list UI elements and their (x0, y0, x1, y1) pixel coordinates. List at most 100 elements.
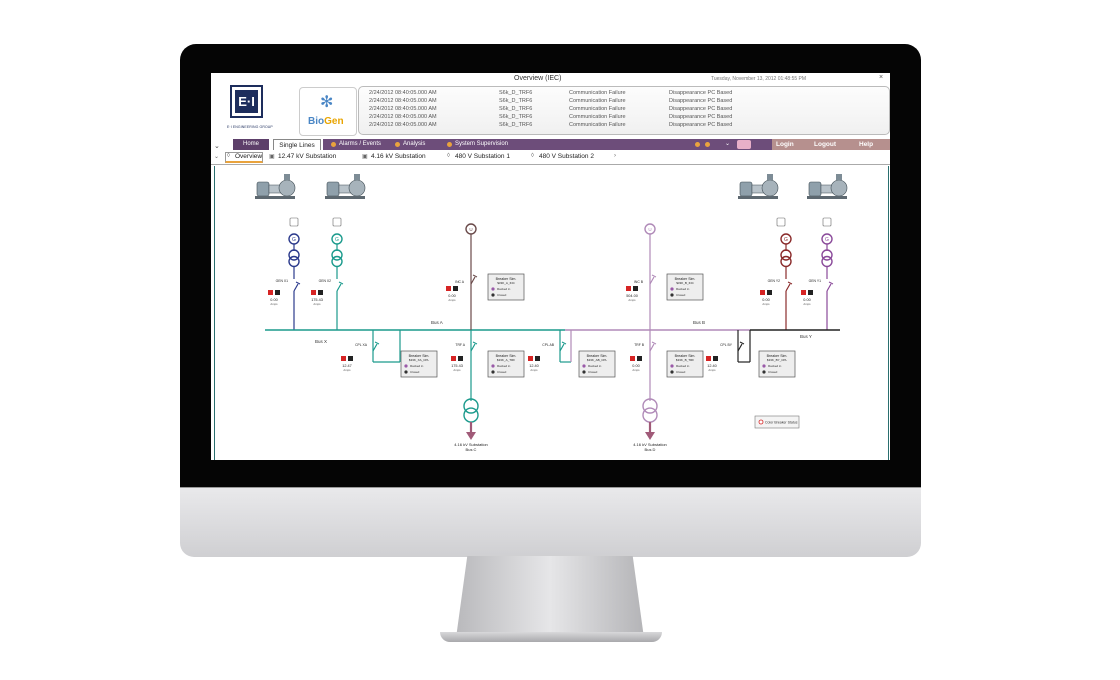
cpl-ab-label: CPL AB (542, 343, 554, 347)
gen-x2-black-indicator (318, 290, 323, 295)
gen-x1-transformer-secondary (288, 255, 300, 268)
help-link[interactable]: Help (859, 141, 874, 148)
breaker-sim-cpl-ab-title: Breaker Sim. (587, 354, 608, 358)
pump-x1-outlet (284, 174, 290, 180)
pump-y1-outlet (836, 174, 842, 180)
dropdown-chevron-icon[interactable]: ⌄ (725, 139, 731, 150)
alarm-source: S6k_D_TRF6 (499, 98, 533, 104)
subtab-480v-2[interactable]: 480 V Substation 2 (539, 153, 594, 160)
gen-y2-status[interactable] (776, 217, 786, 227)
pump-x1-housing (278, 179, 296, 197)
inc-a-breaker-tick (472, 274, 478, 278)
gen-x2-transformer (331, 249, 343, 261)
cpl-by-black-indicator (713, 356, 718, 361)
breaker-sim-trf-b-title: Breaker Sim. (675, 354, 696, 358)
breaker-sim-cpl-ab-closed: Closed (588, 370, 598, 374)
breaker-sim-cpl-ab-racked: Racked in (588, 364, 602, 368)
breaker-sim-inc-b-racked: Racked in (676, 287, 690, 291)
tab-single-lines[interactable]: Single Lines (273, 139, 321, 150)
alarms-dot-icon (331, 142, 336, 147)
trf-a-sub-name: 4.16 kV Substation (454, 442, 488, 447)
gen-y1-status[interactable] (822, 217, 832, 227)
breaker-sim-trf-a-title: Breaker Sim. (496, 354, 517, 358)
breaker-sim-inc-b-id: $33K_B_INC (676, 281, 694, 285)
subtab-480v-1[interactable]: 480 V Substation 1 (455, 153, 510, 160)
cpl-xa-breaker-tick (374, 341, 380, 345)
alarm-desc: Disappearance PC Based (669, 114, 733, 120)
breaker-sim-cpl-ab-id: $33K_AB_CPL (587, 358, 608, 362)
tab-alarms-events[interactable]: Alarms / Events (339, 141, 382, 147)
biogen-bio: Bio (308, 116, 325, 127)
breaker-sim-inc-b-closed: Closed (676, 293, 686, 297)
monitor-foot (440, 632, 662, 642)
gen-y2-transformer-secondary (780, 255, 792, 268)
cpl-by-unit: Amps (708, 368, 716, 372)
breaker-sim-cpl-xa[interactable] (400, 350, 438, 378)
breaker-sim-inc-b-racked-dot (670, 287, 674, 291)
inc-a-value: 0.00 (448, 294, 455, 298)
gen-x1-transformer (288, 249, 300, 261)
inc-a-breaker (470, 276, 476, 285)
gen-y1-breaker (826, 283, 832, 292)
gen-y1-breaker-tick (828, 281, 834, 285)
system-dot-icon (447, 142, 452, 147)
alarm-time: 2/24/2012 08:40:05.000 AM (369, 90, 437, 96)
alarm-banner[interactable]: 2/24/2012 08:40:05.000 AM S6k_D_TRF6 Commu… (358, 86, 890, 135)
tab-analysis[interactable]: Analysis (403, 141, 426, 147)
gen-x1-red-indicator (268, 290, 273, 295)
alarm-desc: Disappearance PC Based (669, 106, 733, 112)
gen-x2-status[interactable] (332, 217, 342, 227)
subbar-chevron-icon[interactable]: ⌄ (214, 154, 220, 160)
breaker-sim-cpl-xa-id: $33K_XA_CPL (409, 358, 430, 362)
breaker-sim-cpl-by-closed: Closed (768, 370, 778, 374)
substation-4-icon: ◊ (531, 153, 534, 159)
window-datetime: Tuesday, November 13, 2012 01:48:55 PM (711, 76, 807, 82)
logout-link[interactable]: Logout (814, 141, 837, 148)
gen-y2-transformer (780, 249, 792, 261)
substation-3-icon: ◊ (447, 153, 450, 159)
pump-x1-base (255, 196, 295, 199)
alarm-source: S6k_D_TRF6 (499, 90, 533, 96)
collapse-chevron-icon[interactable]: ⌄ (214, 143, 220, 150)
tab-system-supervision[interactable]: System Supervision (455, 141, 509, 147)
cpl-ab-breaker (559, 343, 565, 352)
gen-y1-red-indicator (801, 290, 806, 295)
breaker-sim-inc-a-closed-dot (491, 293, 495, 297)
gen-x1-value: 0.00 (270, 298, 277, 302)
alarm-desc: Disappearance PC Based (669, 122, 733, 128)
gen-x1-status[interactable] (289, 217, 299, 227)
inc-a-black-indicator (453, 286, 458, 291)
subtab-4kv[interactable]: 4.16 kV Substation (371, 153, 426, 160)
legend-button[interactable] (754, 415, 800, 429)
subtab-overview-frame[interactable] (225, 152, 263, 163)
next-page-icon[interactable] (705, 142, 710, 147)
breaker-sim-cpl-by-id: $33K_BY_CPL (767, 358, 788, 362)
breaker-sim-inc-b-closed-dot (670, 293, 674, 297)
inc-b-breaker (649, 276, 655, 285)
login-link[interactable]: Login (776, 141, 794, 148)
alarm-time: 2/24/2012 08:40:05.000 AM (369, 98, 437, 104)
gen-y2-unit: Amps (762, 302, 770, 306)
trf-b-label: TRF B (634, 343, 645, 347)
breaker-sim-trf-a-id: $33K_A_TRF (497, 358, 515, 362)
inc-a-label: INC A (455, 280, 465, 284)
cpl-ab-red-indicator (528, 356, 533, 361)
prev-page-icon[interactable] (695, 142, 700, 147)
alarm-type: Communication Failure (569, 106, 626, 112)
cpl-by-label: CPL BY (720, 343, 733, 347)
gen-x1-generator-letter: G (292, 237, 296, 243)
printer-icon[interactable] (737, 140, 751, 149)
cpl-ab-value: 12.40 (529, 364, 539, 368)
subtab-12kv[interactable]: 12.47 kV Substation (278, 153, 337, 160)
subbar-next-icon[interactable]: › (614, 153, 616, 159)
tab-single-lines-label: Single Lines (279, 142, 315, 149)
bus-x-label: Bus X (315, 339, 327, 344)
gen-x1-unit: Amps (270, 302, 278, 306)
tab-home[interactable]: Home (233, 139, 269, 150)
close-icon[interactable]: × (879, 74, 884, 81)
subtab-overview[interactable]: Overview (235, 153, 263, 160)
breaker-sim-cpl-ab-closed-dot (582, 370, 586, 374)
trf-b-arrow-icon (645, 432, 655, 440)
gen-y1-value: 0.00 (803, 298, 810, 302)
alarm-source: S6k_D_TRF6 (499, 122, 533, 128)
